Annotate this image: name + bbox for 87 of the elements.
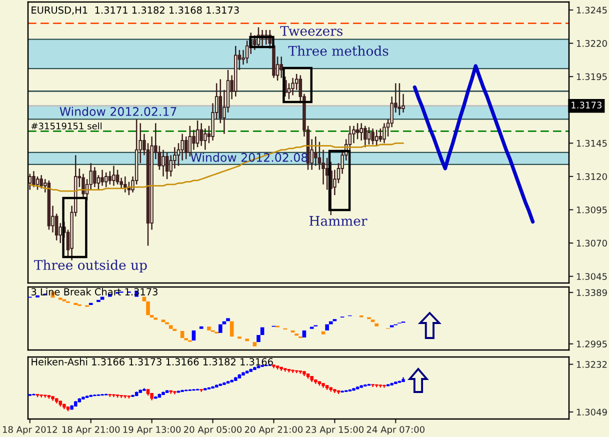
bar	[374, 323, 379, 326]
candlestick	[93, 166, 96, 188]
bar	[222, 321, 226, 324]
y-tick-label: 1.3070	[576, 240, 607, 247]
bar	[180, 330, 184, 338]
candlestick	[398, 82, 402, 116]
bar	[146, 301, 150, 316]
x-tick-label: 24 Apr 07:00	[366, 426, 424, 435]
candlestick	[245, 40, 249, 64]
candlestick	[204, 128, 207, 150]
candlestick	[374, 129, 378, 146]
annotation: Hammer	[309, 216, 368, 226]
ref-line-label: 1.3173	[572, 102, 602, 108]
annotation: Tweezers	[280, 26, 342, 36]
bar	[168, 325, 173, 329]
candlestick	[200, 122, 203, 146]
bar	[150, 315, 154, 318]
bar	[218, 324, 222, 333]
bar	[370, 320, 375, 322]
y-tick-label: 1.2995	[576, 340, 607, 348]
candlestick	[291, 77, 294, 96]
candlestick	[196, 120, 200, 148]
bar	[256, 335, 260, 342]
chart-title: Heiken-Ashi 1.3166 1.3173 1.3166 1.3182 1.3166	[32, 358, 273, 366]
bar	[226, 318, 230, 322]
y-tick-label: 1.3145	[576, 140, 607, 147]
bar	[302, 330, 306, 338]
y-tick-label: 1.3245	[576, 6, 607, 14]
candlestick	[116, 169, 120, 186]
candlestick	[314, 136, 318, 166]
ref-line-label: #31519151 sell	[31, 122, 102, 130]
bar	[100, 296, 104, 300]
x-tick-label: 18 Apr 2012	[2, 426, 57, 435]
candlestick	[108, 170, 112, 186]
chart-title: 3 Line Break Chart 1.3173	[31, 288, 158, 296]
candlestick	[32, 170, 36, 188]
candlestick	[364, 125, 367, 148]
band-label: Window 2012.02.17	[60, 106, 176, 116]
candlestick	[188, 125, 192, 158]
x-tick-label: 20 Apr 05:00	[184, 426, 242, 435]
y-tick-label: 1.3232	[576, 361, 607, 368]
candlestick	[184, 136, 188, 160]
candlestick	[371, 128, 374, 146]
annotation: Three methods	[288, 46, 388, 56]
candlestick	[112, 165, 116, 186]
candlestick	[367, 126, 371, 146]
x-tick-label: 18 Apr 21:00	[62, 426, 120, 435]
candlestick	[382, 122, 386, 144]
y-tick-label: 1.3195	[576, 73, 607, 80]
candlestick	[28, 173, 32, 190]
candlestick	[378, 128, 382, 142]
y-tick-label: 1.3389	[576, 289, 607, 296]
candlestick	[253, 34, 256, 51]
bar	[328, 321, 333, 324]
bar	[321, 331, 326, 334]
y-tick-label: 1.3045	[576, 273, 607, 280]
candlestick	[100, 169, 104, 186]
bar	[199, 326, 204, 329]
y-tick-label: 1.3049	[576, 408, 607, 416]
x-tick-label: 23 Apr 15:00	[306, 426, 364, 435]
annotation: Three outside up	[34, 260, 147, 273]
candlestick	[356, 122, 360, 140]
bar	[161, 320, 166, 322]
bar	[260, 327, 264, 335]
y-tick-label: 1.3095	[576, 206, 607, 214]
x-tick-label: 20 Apr 21:00	[244, 426, 303, 435]
bar	[325, 324, 329, 330]
candlestick	[36, 176, 40, 190]
candlestick	[40, 174, 43, 190]
candlestick	[104, 172, 108, 188]
bar	[192, 330, 196, 340]
bar	[230, 321, 234, 337]
y-tick-label: 1.3120	[576, 173, 607, 180]
candlestick	[165, 152, 169, 180]
candlestick	[280, 56, 283, 79]
chart-title: EURUSD,H1 1.3171 1.3182 1.3168 1.3173	[32, 6, 239, 15]
candlestick	[360, 122, 363, 142]
bar	[252, 342, 257, 346]
bar	[207, 326, 211, 330]
candlestick	[124, 176, 127, 194]
line-series	[412, 64, 535, 224]
bar	[245, 338, 249, 342]
y-tick-label: 1.3220	[576, 40, 607, 47]
x-tick-label: 19 Apr 13:00	[123, 426, 181, 435]
candlestick	[192, 129, 196, 150]
candlestick	[162, 149, 165, 178]
bar	[142, 296, 146, 302]
